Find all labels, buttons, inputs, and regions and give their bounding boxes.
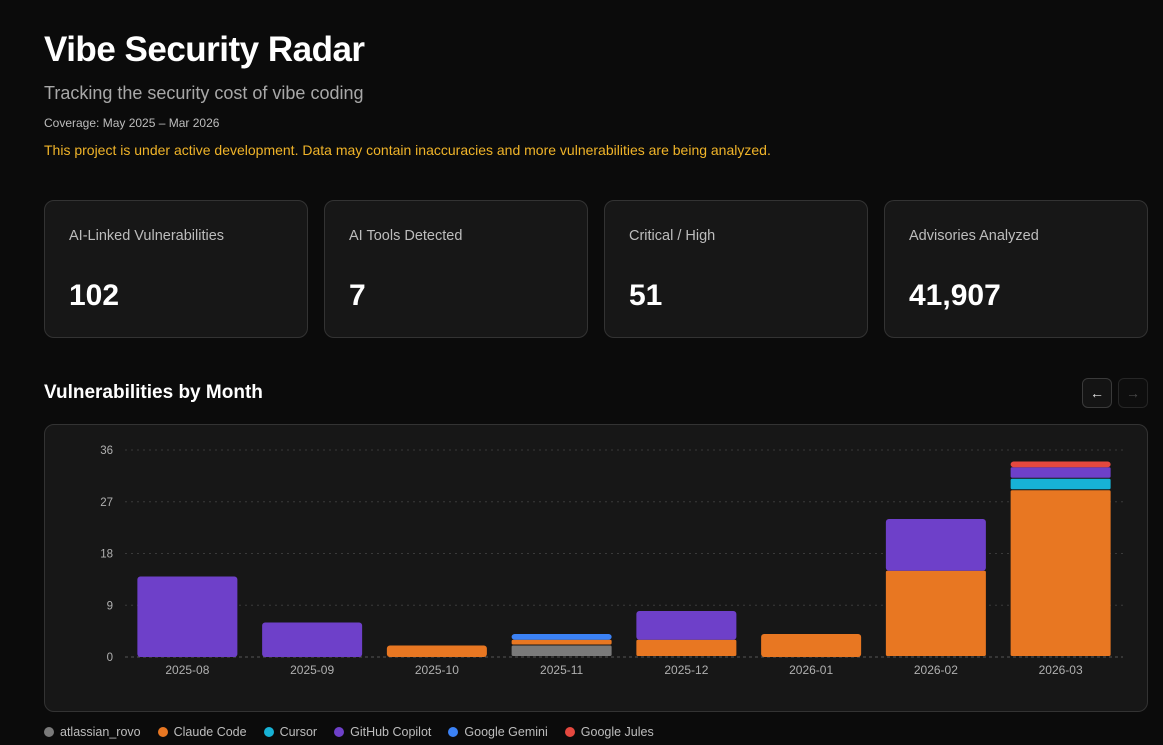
stat-value: 7 (349, 279, 366, 312)
y-tick-label: 0 (107, 652, 113, 664)
bar-segment-claude-code (511, 639, 612, 645)
legend-label: Claude Code (173, 725, 247, 739)
vulnerabilities-by-month-chart: 0 9 18 27 36 2025-08 2025-09 2025-10 2025-11 2025… (100, 445, 1123, 677)
legend-label: GitHub Copilot (350, 725, 432, 739)
x-tick-label: 2026-03 (1039, 663, 1083, 677)
chart-panel: 0 9 18 27 36 2025-08 2025-09 2025-10 2025-11 2025… (44, 424, 1148, 712)
legend-item[interactable]: Google Jules (564, 725, 654, 739)
bar-segment-google-gemini (511, 634, 612, 640)
x-tick-label: 2025-08 (165, 663, 209, 677)
legend-item[interactable]: Claude Code (157, 725, 247, 739)
page-title: Vibe Security Radar (44, 30, 365, 69)
chart-section-title: Vulnerabilities by Month (44, 382, 263, 403)
stat-label: Critical / High (629, 228, 716, 244)
stat-value: 51 (629, 279, 663, 312)
bar-segment-claude-code (885, 570, 986, 656)
stat-card-critical-high: Critical / High 51 (604, 200, 868, 338)
legend-label: Cursor (279, 725, 318, 739)
y-tick-label: 9 (107, 600, 113, 612)
x-tick-label: 2025-10 (415, 663, 459, 677)
coverage-text: Coverage: May 2025 – Mar 2026 (44, 116, 220, 130)
bar-segment-claude-code (636, 639, 737, 656)
stat-card-ai-tools-detected: AI Tools Detected 7 (324, 200, 588, 338)
bar-segment-claude-code (1010, 490, 1111, 656)
legend-swatch (334, 727, 345, 737)
x-tick-label: 2025-09 (290, 663, 334, 677)
stat-card-ai-linked-vulnerabilities: AI-Linked Vulnerabilities 102 (44, 200, 308, 338)
legend-item[interactable]: GitHub Copilot (334, 725, 431, 739)
stat-label: AI Tools Detected (349, 228, 463, 244)
legend-label: atlassian_rovo (60, 725, 141, 739)
legend-swatch (564, 727, 575, 737)
bar-segment-github-copilot (137, 576, 238, 657)
bar-segment-github-copilot (636, 611, 737, 640)
arrow-left-icon: ← (1090, 385, 1104, 401)
bar-segment-atlassian-rovo (511, 645, 612, 656)
bar-segment-github-copilot (885, 519, 986, 571)
stat-label: AI-Linked Vulnerabilities (69, 228, 225, 244)
next-page-button[interactable]: → (1118, 378, 1148, 408)
legend-swatch (263, 727, 274, 737)
development-warning: This project is under active development… (44, 142, 771, 158)
legend-label: Google Jules (580, 725, 654, 739)
stat-label: Advisories Analyzed (909, 228, 1039, 244)
legend-label: Google Gemini (464, 725, 548, 739)
x-tick-label: 2025-12 (664, 663, 708, 677)
bar-segment-cursor (1010, 478, 1111, 490)
bar-segment-github-copilot (262, 622, 363, 657)
y-tick-label: 36 (100, 445, 113, 457)
x-tick-label: 2026-01 (789, 663, 833, 677)
bar-segment-google-jules (1010, 461, 1111, 468)
stat-card-advisories-analyzed: Advisories Analyzed 41,907 (884, 200, 1148, 338)
legend-item[interactable]: Cursor (263, 725, 318, 739)
x-tick-label: 2026-02 (914, 663, 958, 677)
page-subtitle: Tracking the security cost of vibe codin… (44, 83, 364, 103)
previous-page-button[interactable]: ← (1082, 378, 1112, 408)
bar-segment-claude-code (761, 634, 862, 657)
bar-segment-claude-code (386, 645, 487, 657)
y-tick-label: 27 (100, 497, 113, 509)
arrow-right-icon: → (1126, 385, 1140, 401)
stat-value: 102 (69, 279, 120, 312)
chart-legend: atlassian_rovo Claude Code Cursor GitHub Co… (44, 724, 671, 740)
legend-swatch (157, 727, 168, 737)
bar-segment-github-copilot (1010, 467, 1111, 478)
x-tick-label: 2025-11 (540, 663, 583, 677)
legend-swatch (44, 727, 54, 737)
y-tick-label: 18 (100, 549, 113, 561)
legend-item[interactable]: atlassian_rovo (44, 725, 141, 739)
stat-value: 41,907 (909, 279, 1001, 312)
legend-swatch (448, 727, 459, 737)
legend-item[interactable]: Google Gemini (448, 725, 548, 739)
